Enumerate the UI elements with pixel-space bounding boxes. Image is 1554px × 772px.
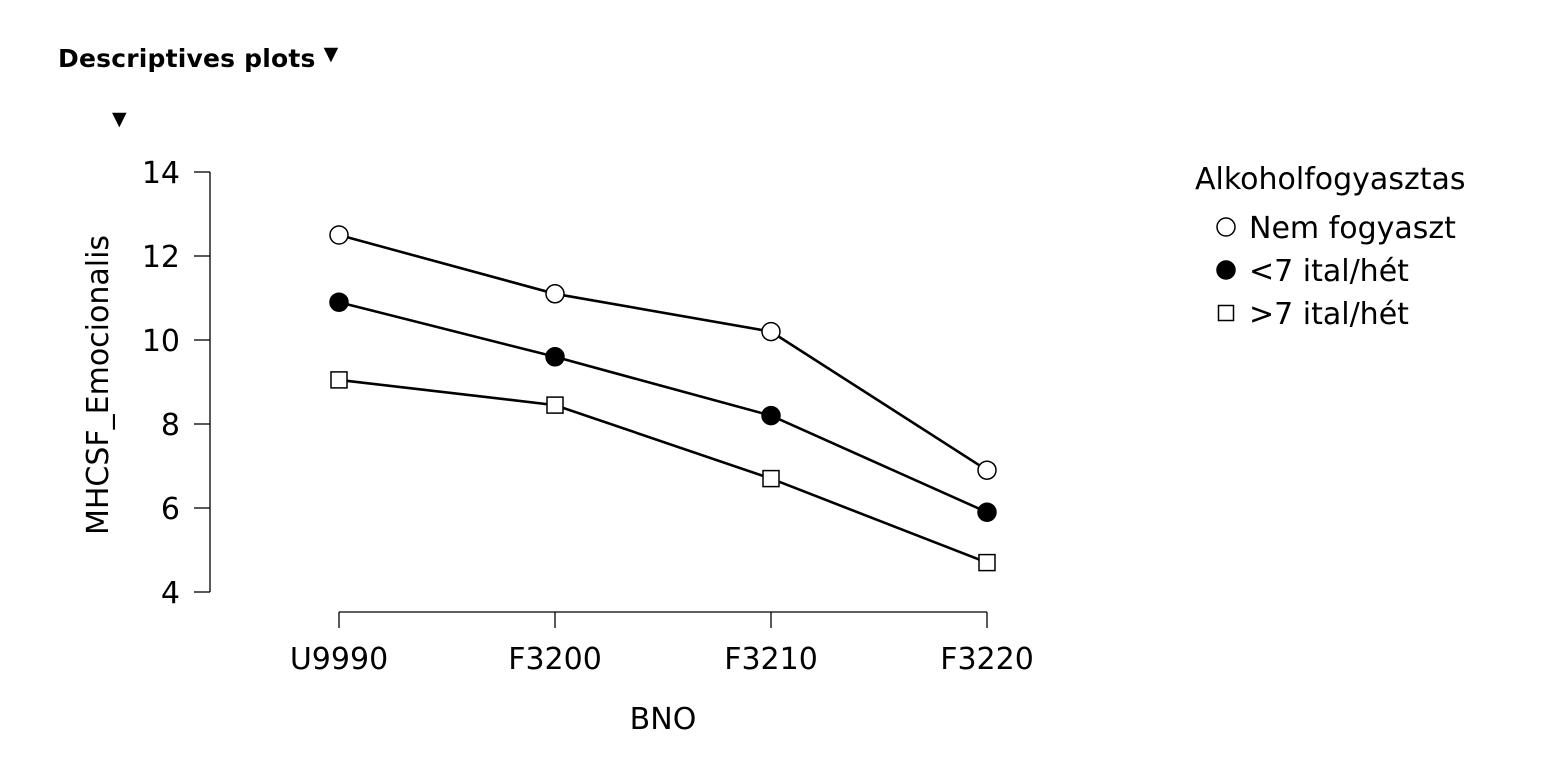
- data-point: [977, 460, 997, 480]
- legend-marker: [1216, 260, 1236, 280]
- data-point: [330, 371, 348, 389]
- section-title: Descriptives plots: [58, 44, 316, 73]
- series-points: [329, 225, 997, 572]
- descriptives-plots-header[interactable]: Descriptives plots ▼: [58, 44, 338, 73]
- data-point: [762, 469, 780, 488]
- data-point: [545, 284, 565, 304]
- legend-marker: [1216, 217, 1236, 237]
- legend-marker: [1217, 304, 1235, 322]
- x-tick-label: F3220: [940, 642, 1034, 677]
- y-tick-label: 8: [161, 408, 180, 443]
- x-tick-label: F3210: [724, 642, 818, 677]
- data-point: [761, 405, 781, 426]
- data-point: [329, 292, 349, 312]
- legend-label: <7 ital/hét: [1249, 254, 1409, 289]
- legend-label: >7 ital/hét: [1249, 297, 1409, 332]
- series-lines: [338, 233, 988, 564]
- x-tick-label: F3200: [508, 642, 602, 677]
- series-line: [338, 300, 988, 514]
- series-line: [338, 378, 988, 564]
- y-tick-label: 6: [161, 492, 180, 527]
- y-tick-label: 14: [142, 156, 180, 191]
- y-axis-label: MHCSF_Emocionalis: [81, 235, 116, 535]
- data-point: [977, 502, 997, 522]
- caret-down-icon[interactable]: ▼: [323, 43, 339, 65]
- plot-caret-down-icon[interactable]: ▼: [112, 108, 127, 130]
- legend-label: Nem fogyaszt: [1249, 211, 1456, 246]
- y-tick-label: 12: [142, 240, 180, 275]
- x-axis-label: BNO: [630, 702, 697, 737]
- axes: 4 6 8 10 12 14 U9990 F3200 F3210 F3220: [142, 156, 1034, 677]
- legend: Alkoholfogyasztas Nem fogyaszt <7 ital/hé…: [1195, 162, 1465, 332]
- data-point: [546, 396, 564, 414]
- legend-title: Alkoholfogyasztas: [1195, 162, 1465, 197]
- x-tick-label: U9990: [290, 642, 388, 677]
- y-tick-label: 10: [142, 324, 180, 359]
- y-tick-label: 4: [161, 576, 180, 611]
- data-point: [978, 553, 996, 572]
- data-point: [545, 347, 565, 367]
- data-point: [329, 225, 349, 245]
- data-point: [761, 321, 781, 342]
- series-line: [338, 233, 988, 472]
